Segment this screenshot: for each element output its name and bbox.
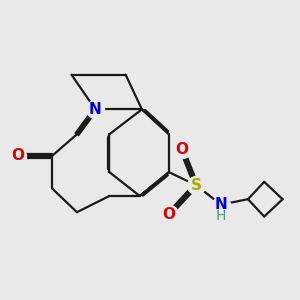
- Text: H: H: [216, 209, 226, 223]
- Text: O: O: [11, 148, 24, 164]
- Text: S: S: [190, 178, 202, 193]
- Text: O: O: [162, 207, 176, 222]
- Text: O: O: [176, 142, 188, 157]
- Text: N: N: [89, 102, 102, 117]
- Text: N: N: [214, 197, 227, 212]
